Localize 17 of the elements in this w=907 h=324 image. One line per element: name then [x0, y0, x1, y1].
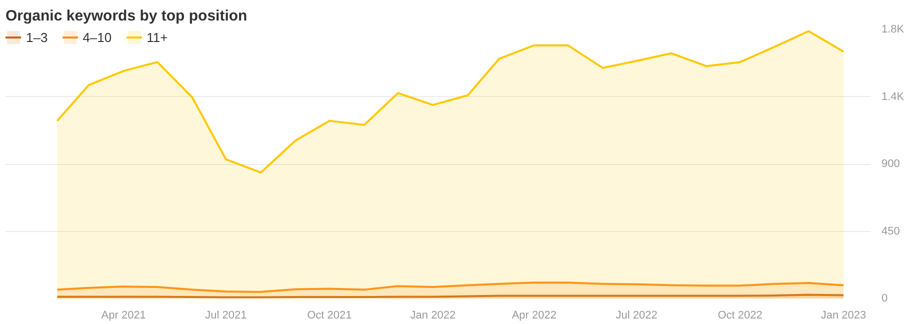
x-tick-label: Jul 2021 — [205, 310, 247, 322]
x-tick-label: Apr 2022 — [512, 310, 557, 322]
y-tick-label: 1.4K — [882, 90, 905, 103]
legend-label: 11+ — [146, 30, 168, 44]
x-tick-label: Jul 2022 — [616, 310, 658, 322]
y-tick-label: 900 — [882, 158, 900, 170]
legend-label: 1–3 — [26, 30, 48, 44]
y-tick-label: 450 — [882, 225, 900, 238]
x-tick-label: Apr 2021 — [101, 310, 146, 322]
y-tick-label: 0 — [882, 292, 888, 304]
legend-label: 4–10 — [82, 30, 112, 44]
x-tick-label: Oct 2022 — [718, 310, 762, 322]
x-tick-label: Jan 2022 — [410, 310, 456, 322]
y-tick-label: 1.8K — [882, 24, 905, 36]
x-tick-label: Jan 2023 — [820, 310, 866, 322]
chart-title: Organic keywords by top position — [6, 8, 248, 24]
x-tick-label: Oct 2021 — [307, 310, 352, 322]
